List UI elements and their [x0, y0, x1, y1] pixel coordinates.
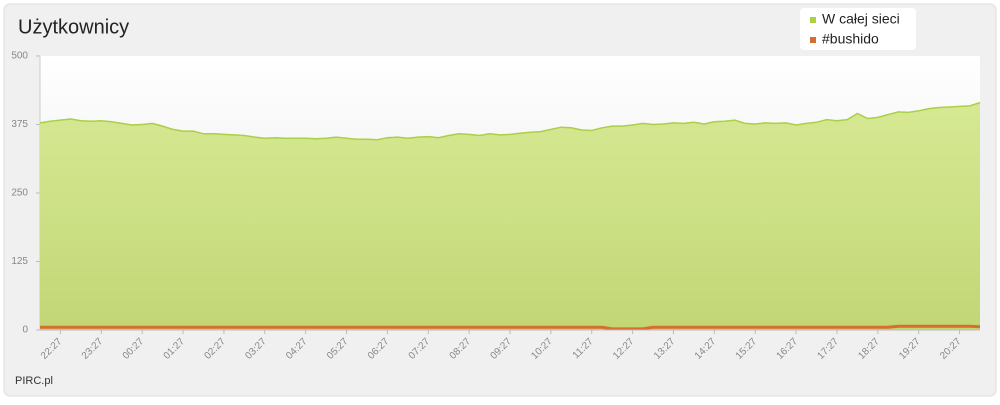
- chart-title: Użytkownicy: [18, 16, 129, 38]
- y-tick-label: 375: [11, 119, 28, 130]
- y-tick-label: 500: [11, 51, 28, 62]
- footer: PIRC.pl: [15, 375, 53, 387]
- line: [39, 101, 981, 141]
- line: [40, 324, 981, 331]
- area: [40, 102, 980, 330]
- y-tick-label: 0: [22, 325, 28, 336]
- legend-label: W całej sieci: [822, 11, 900, 27]
- y-tick-label: 125: [11, 256, 28, 267]
- legend-swatch: [810, 37, 816, 43]
- y-tick-label: 250: [11, 188, 28, 199]
- legend-label: #bushido: [822, 31, 879, 47]
- legend-box: [800, 8, 916, 50]
- legend-swatch: [810, 17, 816, 23]
